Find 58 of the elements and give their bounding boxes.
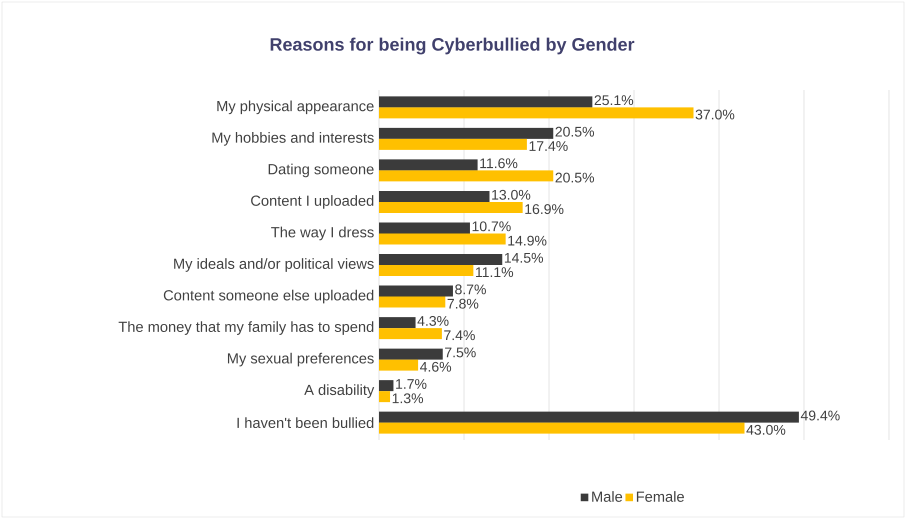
bar xyxy=(379,107,694,118)
legend-label: Female xyxy=(636,491,684,502)
bar xyxy=(379,391,390,402)
bar xyxy=(379,348,443,360)
data-label: 43.0% xyxy=(746,424,786,435)
data-label: 8.7% xyxy=(455,284,486,294)
data-label: 4.6% xyxy=(420,362,452,372)
bar xyxy=(379,286,453,297)
bar xyxy=(379,412,799,423)
y-tick-label: A disability xyxy=(304,384,374,398)
data-label: 11.6% xyxy=(480,158,518,168)
data-label: 20.5% xyxy=(556,126,594,137)
data-label: 17.4% xyxy=(530,141,568,151)
data-label: 1.7% xyxy=(396,379,426,389)
data-label: 7.5% xyxy=(445,348,476,358)
bar xyxy=(379,96,592,108)
bar xyxy=(379,265,474,276)
legend-label: Male xyxy=(592,491,622,502)
data-label: 37.0% xyxy=(696,110,734,120)
data-label: 49.4% xyxy=(800,410,840,420)
bar xyxy=(379,296,446,308)
bar xyxy=(379,328,442,340)
data-label: 13.0% xyxy=(492,190,530,200)
y-tick-label: My physical appearance xyxy=(217,100,374,114)
bar xyxy=(379,233,506,244)
data-label: 14.5% xyxy=(504,252,544,263)
y-tick-label: My ideals and/or political views xyxy=(174,258,374,272)
bar xyxy=(379,128,554,139)
bar xyxy=(379,317,416,328)
y-tick-label: The way I dress xyxy=(271,226,374,240)
bar xyxy=(379,190,490,202)
y-tick-label: Dating someone xyxy=(268,164,374,178)
y-tick-label: My sexual preferences xyxy=(228,352,374,366)
y-tick-label: My hobbies and interests xyxy=(212,132,374,146)
data-label: 11.1% xyxy=(476,267,514,278)
y-tick-label: The money that my family has to spend xyxy=(118,321,374,335)
y-tick-label: Content I uploaded xyxy=(251,195,374,209)
data-label: 25.1% xyxy=(594,95,634,106)
y-tick-label: Content someone else uploaded xyxy=(164,290,374,304)
chart-title: Reasons for being Cyberbullied by Gender xyxy=(270,38,634,54)
bar xyxy=(379,159,478,170)
bar xyxy=(379,422,745,434)
y-tick-label: I haven't been bullied xyxy=(237,417,374,428)
data-label: 20.5% xyxy=(556,172,594,183)
bar xyxy=(379,202,523,213)
bar xyxy=(379,138,527,150)
bar xyxy=(379,254,502,266)
data-label: 10.7% xyxy=(472,221,511,232)
data-label: 14.9% xyxy=(508,236,546,246)
data-label: 7.8% xyxy=(448,298,478,309)
data-label: 16.9% xyxy=(525,204,564,214)
bar xyxy=(379,222,470,234)
bar xyxy=(379,380,394,392)
data-label: 7.4% xyxy=(444,330,475,340)
data-label: 1.3% xyxy=(392,393,424,404)
data-label: 4.3% xyxy=(417,316,449,326)
bar xyxy=(379,360,418,371)
bar xyxy=(379,170,554,182)
